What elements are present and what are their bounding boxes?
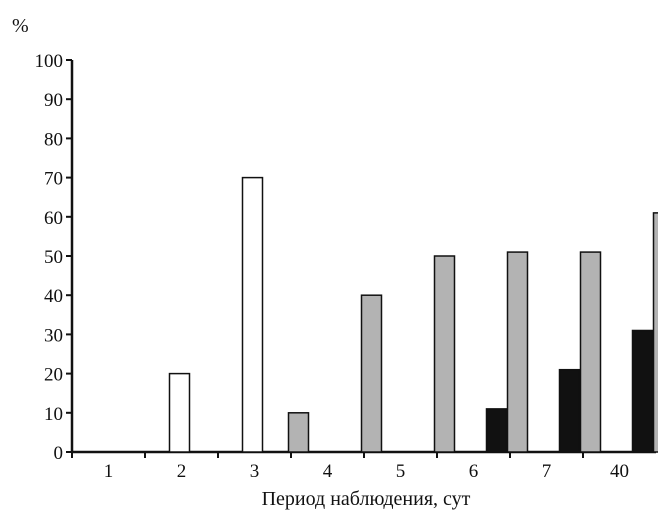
x-tick-label: 4 [323,461,333,482]
y-tick-label: 60 [44,208,63,229]
chart-marks: 0 10 20 30 40 50 60 70 80 90 100 1 2 3 4 5 6 7 40 [35,51,658,482]
bar-series-3-cat-4 [360,294,383,453]
bar-series-3-cat-7 [579,251,602,453]
bar-series-3-cat-40 [652,212,658,453]
x-tick-label: 3 [250,461,260,482]
bar-series-2-cat-6 [485,408,508,453]
bar-series-1-cat-2 [168,372,191,453]
y-tick-label: 70 [44,169,63,190]
y-tick-label: 10 [44,404,63,425]
y-tick-label: 50 [44,247,63,268]
x-tick-label: 7 [542,461,552,482]
y-tick-label: 90 [44,90,63,111]
x-axis-label: Период наблюдения, сут [262,488,471,510]
y-tick-label: 80 [44,129,63,150]
y-tick-label: 100 [35,51,64,72]
y-tick-label: 30 [44,325,63,346]
bar-series-3-cat-5 [433,255,456,453]
x-tick-label: 2 [177,461,187,482]
x-tick-label: 6 [469,461,479,482]
bar-series-2-cat-40 [631,329,654,453]
bar-series-2-cat-7 [558,368,581,453]
y-axis-label: % [12,15,29,37]
bar-series-3-cat-6 [506,251,529,453]
y-tick-label: 40 [44,286,63,307]
bar-series-3-cat-3 [287,412,310,453]
x-tick-label: 1 [104,461,114,482]
x-tick-label: 40 [610,461,629,482]
y-tick-label: 20 [44,365,63,386]
bar-series-1-cat-3 [241,176,264,453]
x-tick-label: 5 [396,461,406,482]
y-tick-label: 0 [54,443,64,464]
